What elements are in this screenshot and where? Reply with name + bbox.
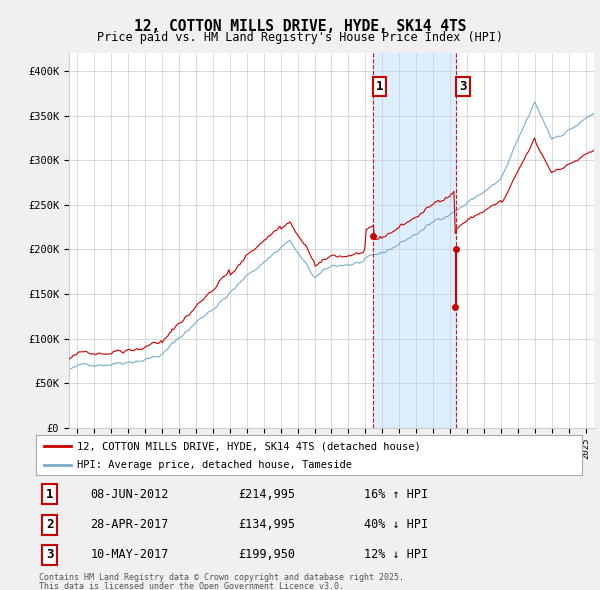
Text: 10-MAY-2017: 10-MAY-2017 [91,548,169,561]
Text: 2: 2 [46,518,53,531]
Text: Contains HM Land Registry data © Crown copyright and database right 2025.: Contains HM Land Registry data © Crown c… [39,573,404,582]
Text: 08-JUN-2012: 08-JUN-2012 [91,488,169,501]
Text: 16% ↑ HPI: 16% ↑ HPI [364,488,428,501]
Text: 1: 1 [376,80,383,93]
Text: £199,950: £199,950 [238,548,295,561]
Text: £214,995: £214,995 [238,488,295,501]
Text: This data is licensed under the Open Government Licence v3.0.: This data is licensed under the Open Gov… [39,582,344,590]
Text: £134,995: £134,995 [238,518,295,531]
Bar [373,53,456,428]
Text: 3: 3 [46,548,53,561]
Text: 12, COTTON MILLS DRIVE, HYDE, SK14 4TS: 12, COTTON MILLS DRIVE, HYDE, SK14 4TS [134,19,466,34]
Text: 28-APR-2017: 28-APR-2017 [91,518,169,531]
Text: HPI: Average price, detached house, Tameside: HPI: Average price, detached house, Tame… [77,460,352,470]
Text: 12% ↓ HPI: 12% ↓ HPI [364,548,428,561]
Text: 40% ↓ HPI: 40% ↓ HPI [364,518,428,531]
Text: 12, COTTON MILLS DRIVE, HYDE, SK14 4TS (detached house): 12, COTTON MILLS DRIVE, HYDE, SK14 4TS (… [77,441,421,451]
Text: Price paid vs. HM Land Registry's House Price Index (HPI): Price paid vs. HM Land Registry's House … [97,31,503,44]
Text: 1: 1 [46,488,53,501]
Text: 3: 3 [459,80,467,93]
